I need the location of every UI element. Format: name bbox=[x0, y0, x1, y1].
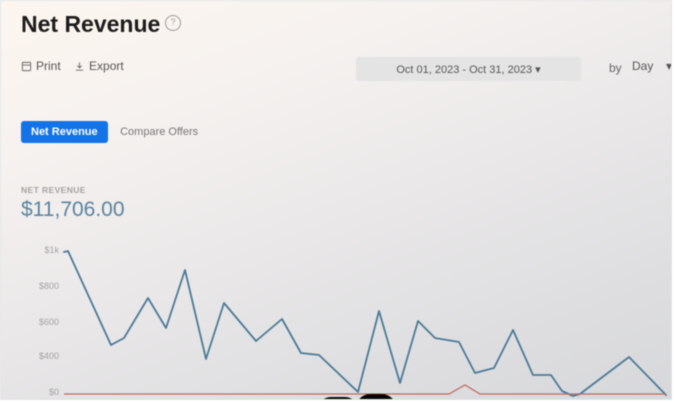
svg-text:$1k: $1k bbox=[44, 245, 59, 255]
svg-text:$400: $400 bbox=[39, 351, 59, 361]
svg-text:$0: $0 bbox=[49, 387, 59, 397]
svg-text:$800: $800 bbox=[39, 281, 59, 291]
svg-text:$600: $600 bbox=[39, 317, 59, 327]
